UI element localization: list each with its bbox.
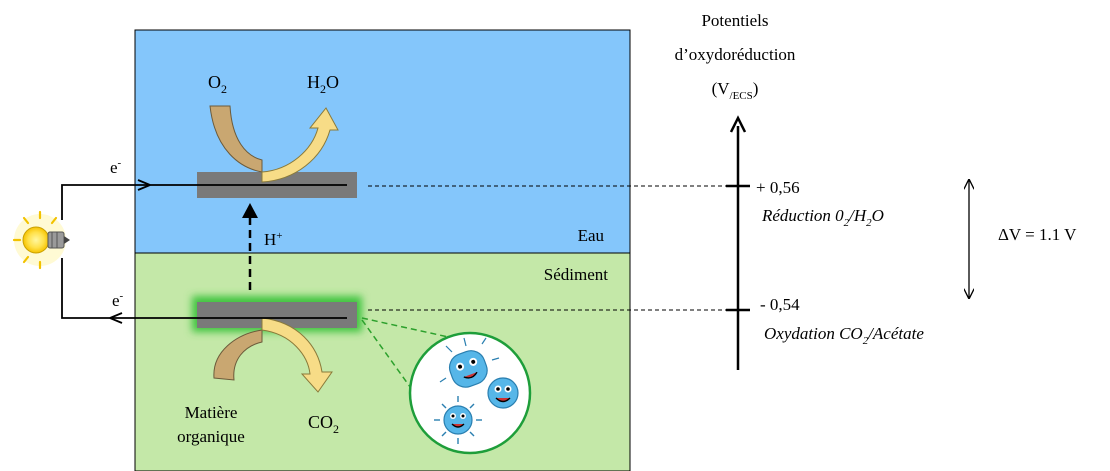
electron-label-bottom: e-	[112, 290, 124, 310]
proton-arrowhead	[242, 203, 258, 218]
cathode-reactant-arrow	[209, 105, 263, 173]
water-region	[134, 29, 631, 254]
anode-reactant-line2: organique	[177, 427, 245, 446]
scale-title-line3: (V/ECS)	[712, 79, 759, 102]
water-label: Eau	[578, 226, 605, 245]
bottom-reaction: Oxydation CO2/Acétate	[764, 324, 924, 347]
top-potential-value: + 0,56	[756, 178, 800, 197]
potential-axis-arrowhead	[729, 115, 747, 133]
electron-arrow-top	[137, 179, 151, 191]
top-reaction: Réduction 02/H2O	[761, 206, 884, 229]
cathode-product-arrow	[261, 107, 339, 183]
cathode-product: H2O	[307, 72, 339, 96]
anode-product-arrow	[261, 317, 333, 393]
circuit-wire-top	[61, 184, 347, 220]
scale-title-line2: d’oxydoréduction	[675, 45, 796, 64]
zoom-line-top	[361, 317, 463, 341]
electron-arrow-bottom	[109, 312, 123, 324]
zoom-line-bottom	[361, 319, 419, 399]
light-bulb-icon	[12, 210, 70, 270]
proton-label: H+	[264, 230, 283, 249]
circuit-wire-bottom	[61, 258, 347, 319]
bottom-potential-value: - 0,54	[760, 295, 800, 314]
anode-product: CO2	[308, 412, 339, 436]
anode-reactant-line1: Matière	[185, 403, 238, 422]
cathode-reactant: O2	[208, 72, 227, 96]
delta-v-label: ΔV = 1.1 V	[998, 225, 1077, 244]
scale-title-line1: Potentiels	[701, 11, 768, 30]
bacteria-icon	[408, 331, 532, 455]
sediment-label: Sédiment	[544, 265, 608, 284]
electron-label-top: e-	[110, 157, 122, 177]
